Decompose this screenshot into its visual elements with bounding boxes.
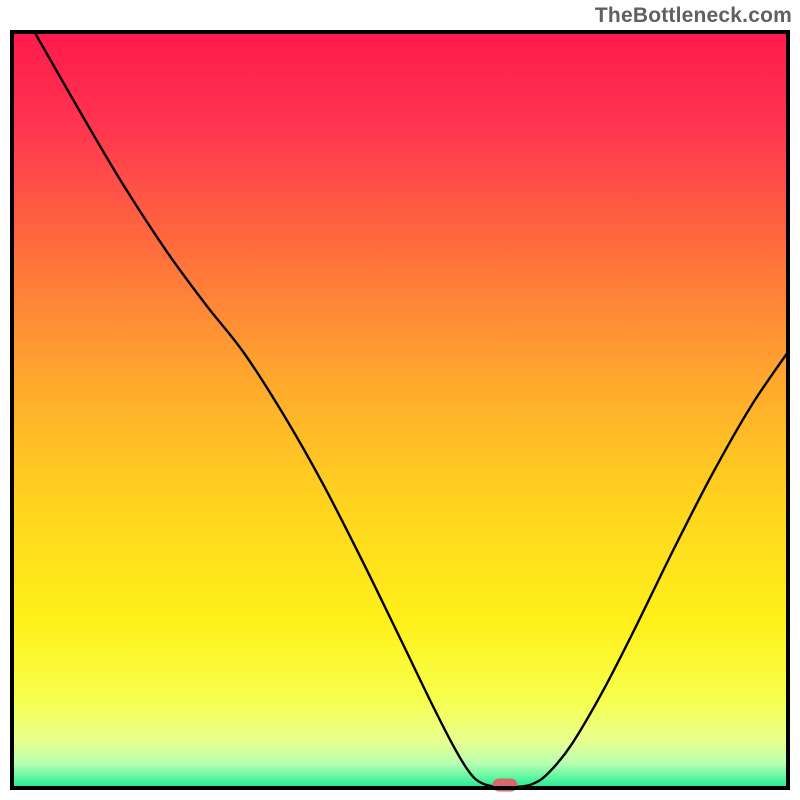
chart-root: TheBottleneck.com	[0, 0, 800, 800]
plot-area	[10, 30, 790, 790]
optimal-point-marker	[493, 779, 518, 792]
attribution-text: TheBottleneck.com	[595, 4, 792, 28]
background-gradient	[10, 30, 790, 790]
